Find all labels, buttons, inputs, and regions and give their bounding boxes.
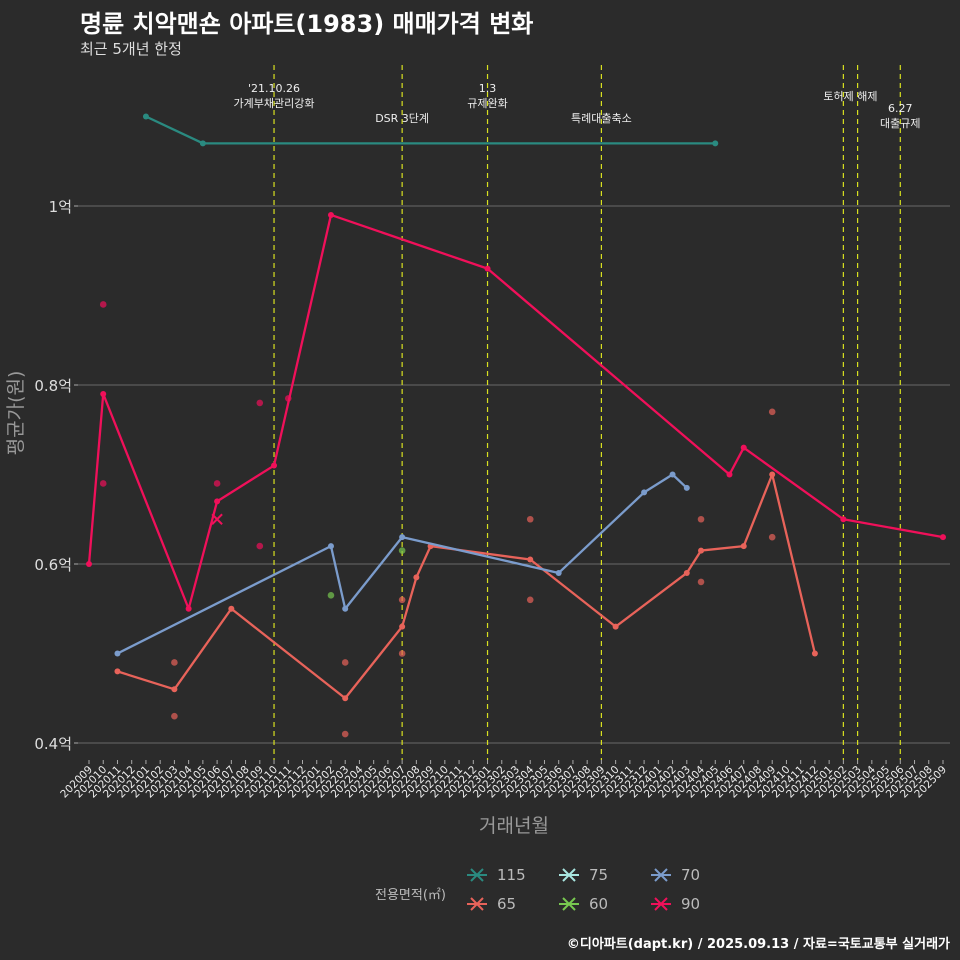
- legend-item-65: 65: [465, 895, 516, 913]
- event-annotation: 6.27: [888, 102, 913, 115]
- line-point-115: [142, 113, 149, 120]
- x-axis-label: 거래년월: [479, 815, 549, 837]
- line-point-115: [199, 140, 206, 147]
- line-point-70: [114, 650, 121, 657]
- data-point-90: [213, 480, 221, 487]
- line-point-65: [399, 623, 406, 630]
- legend-x-icon: [467, 897, 487, 911]
- line-point-90: [185, 605, 192, 612]
- line-point-70: [342, 605, 349, 612]
- line-point-115: [712, 140, 719, 147]
- data-point-65: [341, 730, 349, 738]
- legend-label: 60: [589, 895, 609, 913]
- y-axis-label: 평균가(원): [5, 371, 27, 456]
- line-point-70: [555, 569, 562, 576]
- line-point-65: [698, 547, 705, 554]
- line-point-90: [726, 471, 733, 478]
- legend-label: 65: [497, 895, 517, 913]
- line-point-70: [683, 484, 690, 491]
- event-annotation: 대출규제: [880, 117, 920, 130]
- legend-x-icon: [651, 897, 671, 911]
- data-point-65: [171, 712, 178, 720]
- data-point-65: [171, 659, 178, 666]
- data-point-65: [341, 659, 349, 666]
- series-line-70: [116, 473, 688, 655]
- line-point-65: [612, 623, 619, 630]
- data-point-60: [327, 592, 335, 599]
- event-annotation: 1.3: [479, 82, 497, 95]
- line-point-65: [171, 686, 178, 693]
- event-annotation: 토허제 해제: [823, 89, 877, 103]
- line-point-70: [641, 489, 648, 496]
- line-point-90: [214, 498, 221, 505]
- legend-item-75: 75: [557, 866, 608, 884]
- data-point-65: [398, 650, 406, 657]
- y-tick-label: 1억: [49, 198, 72, 216]
- line-point-65: [114, 668, 121, 675]
- source-caption: ©디아파트(dapt.kr) / 2025.09.13 / 자료=국토교통부 실…: [566, 937, 950, 952]
- chart-title: 명륜 치악맨숀 아파트(1983) 매매가격 변화: [80, 10, 534, 38]
- y-tick-label: 0.8억: [34, 377, 72, 395]
- y-tick-label: 0.6억: [34, 556, 72, 574]
- event-annotation: '21.10.26: [248, 82, 300, 95]
- line-point-65: [413, 574, 420, 581]
- chart-subtitle: 최근 5개년 한정: [80, 40, 182, 58]
- data-point-65: [768, 408, 776, 416]
- event-annotation: 가계부채관리강화: [234, 97, 315, 110]
- line-point-90: [940, 534, 946, 541]
- data-point-90: [256, 399, 264, 407]
- series-line-65: [117, 473, 817, 700]
- legend-label: 75: [589, 866, 609, 884]
- line-point-90: [100, 390, 107, 397]
- legend-item-60: 60: [557, 895, 608, 913]
- data-point-65: [697, 578, 705, 586]
- data-point-60: [398, 547, 406, 554]
- series-line-90: [87, 213, 944, 610]
- data-point-90: [256, 542, 264, 550]
- line-point-90: [484, 265, 491, 272]
- line-point-90: [740, 444, 747, 451]
- legend-label: 115: [497, 866, 526, 884]
- legend-x-icon: [559, 897, 579, 911]
- line-point-65: [740, 543, 747, 550]
- line-point-65: [769, 471, 776, 478]
- legend-item-115: 115: [465, 866, 526, 884]
- data-point-65: [398, 596, 406, 604]
- line-point-70: [669, 471, 676, 478]
- line-point-65: [342, 695, 349, 702]
- data-point-65: [768, 533, 776, 541]
- line-point-70: [327, 543, 334, 550]
- line-point-90: [86, 561, 92, 567]
- data-point-65: [526, 515, 534, 523]
- data-point-90: [99, 301, 107, 308]
- line-point-65: [527, 556, 534, 563]
- event-annotation: 특례대출축소: [571, 112, 632, 125]
- cancelled-marker-90: [211, 513, 223, 525]
- data-point-65: [697, 515, 705, 523]
- legend-x-icon: [467, 868, 487, 882]
- event-annotation: 규제완화: [467, 97, 507, 110]
- data-point-65: [526, 596, 534, 604]
- y-tick-label: 0.4억: [34, 735, 72, 753]
- line-point-90: [840, 516, 847, 523]
- line-point-90: [271, 462, 278, 469]
- line-point-90: [327, 211, 334, 218]
- legend-item-90: 90: [649, 895, 700, 913]
- line-point-65: [683, 569, 690, 576]
- data-point-90: [99, 480, 107, 487]
- legend-item-70: 70: [649, 866, 700, 884]
- event-annotation: DSR 3단계: [375, 112, 429, 125]
- legend-label: 70: [681, 866, 701, 884]
- legend-title: 전용면적(㎡): [375, 888, 446, 903]
- legend-x-icon: [651, 868, 671, 882]
- legend-label: 90: [681, 895, 701, 913]
- line-point-70: [399, 534, 406, 541]
- legend-x-icon: [559, 868, 579, 882]
- line-point-65: [228, 605, 235, 612]
- line-point-65: [811, 650, 818, 657]
